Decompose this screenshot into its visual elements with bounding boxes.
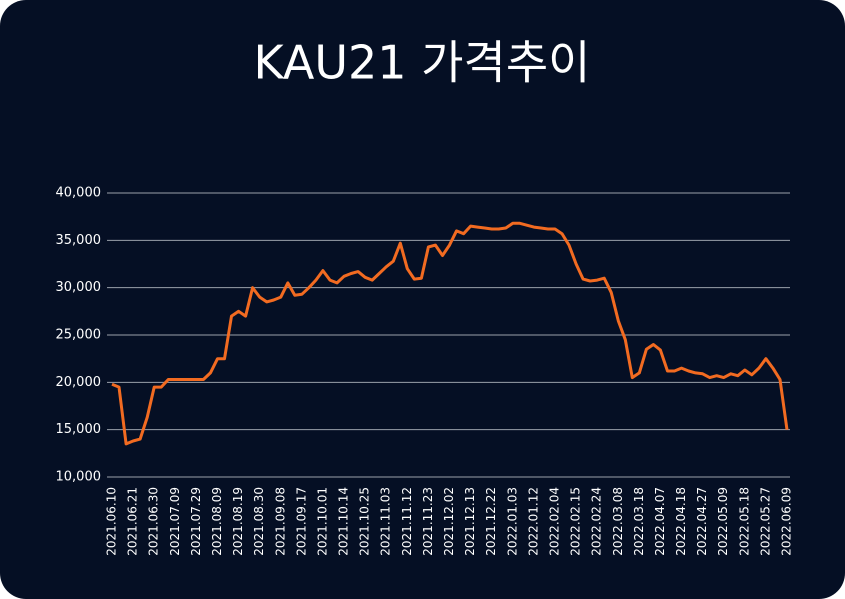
- x-tick-label: 2022.02.24: [590, 487, 604, 556]
- x-tick-label: 2022.02.04: [547, 487, 561, 556]
- x-tick-label: 2021.12.02: [442, 487, 456, 556]
- x-tick-label: 2021.11.12: [400, 487, 414, 556]
- x-tick-label: 2021.08.19: [231, 487, 245, 556]
- x-tick-label: 2021.08.30: [252, 487, 266, 556]
- x-tick-label: 2021.12.13: [463, 487, 477, 556]
- x-tick-label: 2022.05.18: [737, 487, 751, 556]
- x-tick-label: 2021.09.08: [273, 487, 287, 556]
- x-tick-label: 2022.04.18: [674, 487, 688, 556]
- x-tick-label: 2022.01.03: [505, 487, 519, 556]
- x-tick-label: 2022.05.27: [758, 487, 772, 556]
- x-tick-label: 2021.12.22: [484, 487, 498, 556]
- price-line: [111, 221, 789, 446]
- x-tick-label: 2022.06.09: [780, 487, 794, 556]
- y-tick-label: 35,000: [56, 233, 102, 248]
- x-tick-label: 2022.03.18: [632, 487, 646, 556]
- y-tick-label: 10,000: [56, 470, 102, 485]
- y-tick-label: 20,000: [56, 375, 102, 390]
- x-tick-label: 2021.10.14: [337, 487, 351, 556]
- y-tick-label: 40,000: [56, 186, 102, 201]
- x-tick-label: 2021.07.09: [168, 487, 182, 556]
- x-tick-label: 2021.11.23: [421, 487, 435, 556]
- x-tick-label: 2021.10.01: [315, 487, 329, 556]
- x-tick-label: 2022.04.27: [695, 487, 709, 556]
- y-tick-label: 30,000: [56, 280, 102, 295]
- x-tick-label: 2021.10.25: [358, 487, 372, 556]
- x-tick-label: 2021.06.21: [126, 487, 140, 556]
- y-tick-label: 25,000: [56, 328, 102, 343]
- x-tick-label: 2022.05.09: [716, 487, 730, 556]
- x-tick-label: 2021.08.09: [210, 487, 224, 556]
- x-tick-label: 2022.04.07: [653, 487, 667, 556]
- x-tick-label: 2022.01.12: [526, 487, 540, 556]
- x-tick-label: 2022.02.15: [569, 487, 583, 556]
- x-tick-label: 2021.06.10: [105, 487, 119, 556]
- x-tick-label: 2022.03.08: [611, 487, 625, 556]
- x-tick-label: 2021.11.03: [379, 487, 393, 556]
- x-tick-label: 2021.07.29: [189, 487, 203, 556]
- chart-title: KAU21 가격추이: [254, 36, 591, 90]
- y-tick-label: 15,000: [56, 422, 102, 437]
- x-tick-label: 2021.06.30: [147, 487, 161, 556]
- x-tick-label: 2021.09.17: [294, 487, 308, 556]
